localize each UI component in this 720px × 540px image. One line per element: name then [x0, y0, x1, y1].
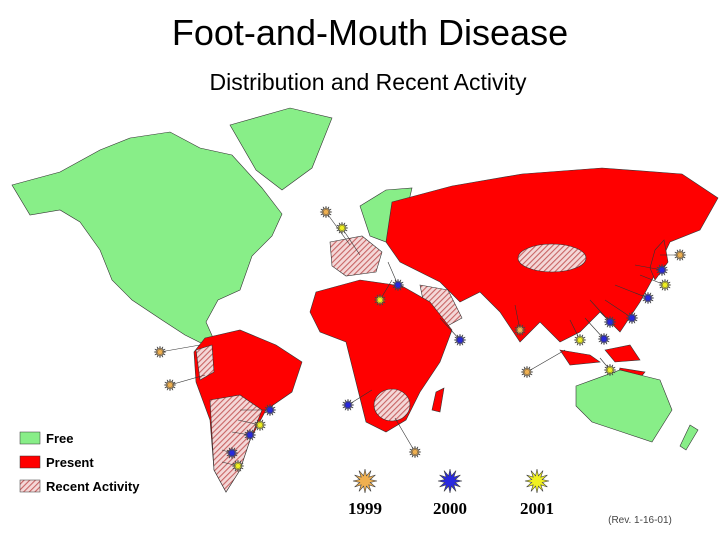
title: Foot-and-Mouth Disease [172, 12, 568, 53]
marker-leader [526, 349, 566, 373]
legend: Free Present Recent Activity [19, 431, 140, 494]
south-america-activity [209, 394, 263, 493]
activity-star [225, 446, 239, 460]
activity-star [263, 403, 277, 417]
subtitle: Distribution and Recent Activity [209, 69, 527, 95]
legend-label: Recent Activity [46, 479, 140, 494]
marker-leader [639, 274, 666, 286]
activity-star [408, 445, 422, 459]
activity-star [513, 323, 527, 337]
legend-swatch [19, 479, 41, 493]
south-america-activity [195, 344, 215, 381]
activity-star [641, 291, 655, 305]
revision-note: (Rev. 1-16-01) [608, 515, 672, 526]
marker-leader [169, 374, 206, 386]
activity-star [373, 293, 387, 307]
western-europe [329, 235, 383, 277]
legend-swatch [19, 455, 41, 469]
activity-star [153, 345, 167, 359]
north-america [11, 131, 283, 346]
world-map [11, 107, 719, 493]
greenland [229, 107, 333, 191]
year-star [437, 468, 463, 494]
marker-leader [584, 317, 605, 340]
marker-leader [439, 317, 461, 341]
year-label: 1999 [348, 499, 382, 518]
madagascar [431, 387, 445, 413]
legend-swatch [19, 431, 41, 445]
activity-star [603, 363, 617, 377]
year-label: 2001 [520, 499, 554, 518]
year-label: 2000 [433, 499, 467, 518]
marker-leader [394, 417, 416, 453]
activity-star [625, 311, 639, 325]
activity-star [341, 398, 355, 412]
activity-star [253, 418, 267, 432]
activity-star [597, 332, 611, 346]
activity-star [319, 205, 333, 219]
australia [575, 369, 673, 443]
activity-star [520, 365, 534, 379]
activity-star [453, 333, 467, 347]
activity-star [658, 278, 672, 292]
activity-star [673, 248, 687, 262]
marker-leader [159, 344, 201, 353]
activity-star [391, 278, 405, 292]
africa [309, 279, 453, 433]
mongolia [517, 243, 587, 273]
activity-star [243, 428, 257, 442]
activity-star [163, 378, 177, 392]
marker-leader [514, 304, 521, 331]
new-zealand [679, 424, 699, 451]
year-star [352, 468, 378, 494]
legend-label: Free [46, 431, 73, 446]
marker-leader [237, 419, 261, 426]
marker-leader [614, 284, 649, 299]
activity-markers [153, 205, 687, 473]
southern-africa [373, 388, 411, 422]
legend-label: Present [46, 455, 94, 470]
activity-star [335, 221, 349, 235]
marker-leader [634, 264, 663, 271]
activity-star [573, 333, 587, 347]
activity-star [655, 263, 669, 277]
year-star [524, 468, 550, 494]
activity-star [603, 315, 617, 329]
marker-leader [589, 299, 611, 323]
activity-star [231, 459, 245, 473]
year-key: 1999 2000 2001 [348, 468, 554, 518]
